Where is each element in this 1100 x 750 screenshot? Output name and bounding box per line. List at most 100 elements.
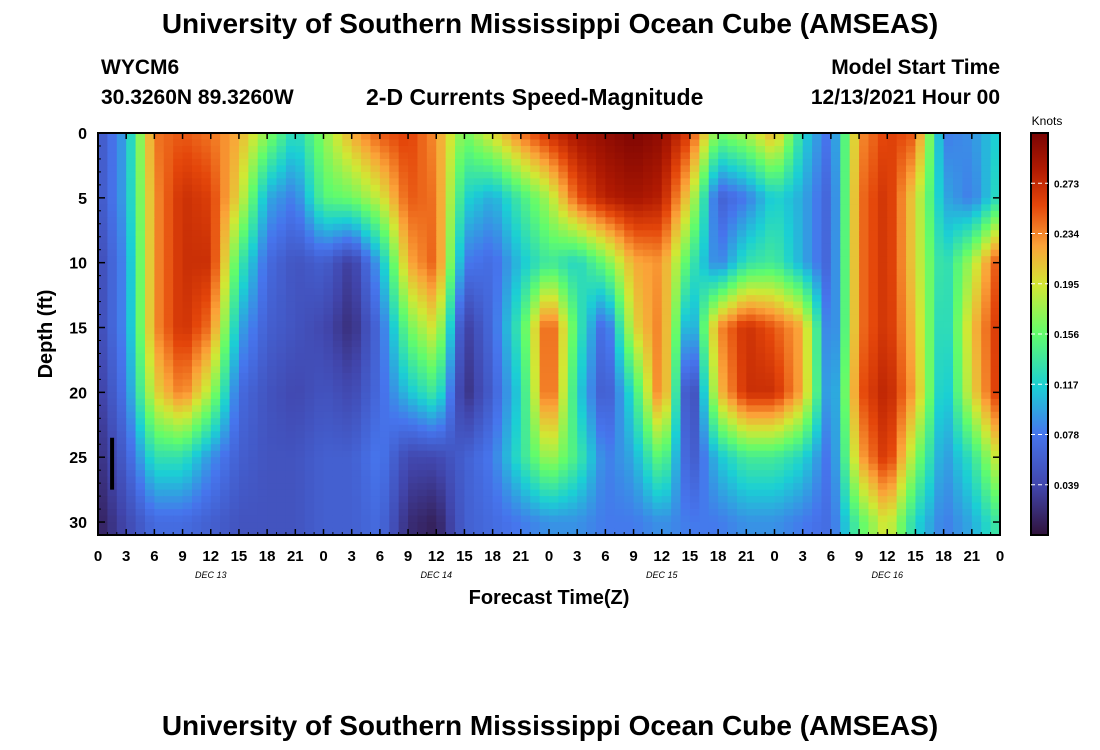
heatmap-cell <box>126 236 137 244</box>
heatmap-cell <box>642 340 653 348</box>
heatmap-cell <box>962 353 973 361</box>
heatmap-cell <box>642 308 653 316</box>
heatmap-cell <box>238 424 249 432</box>
heatmap-cell <box>802 424 813 432</box>
heatmap-cell <box>746 223 757 231</box>
heatmap-cell <box>220 463 231 471</box>
heatmap-cell <box>953 275 964 283</box>
heatmap-cell <box>126 385 137 393</box>
heatmap-cell <box>163 282 174 290</box>
heatmap-cell <box>840 178 851 186</box>
heatmap-cell <box>906 411 917 419</box>
heatmap-cell <box>718 204 729 212</box>
heatmap-cell <box>445 262 456 270</box>
heatmap-cell <box>971 145 982 154</box>
heatmap-cell <box>549 308 559 316</box>
heatmap-cell <box>342 236 353 244</box>
heatmap-cell <box>849 295 860 303</box>
heatmap-cell <box>614 334 625 342</box>
heatmap-cell <box>539 437 550 445</box>
heatmap-cell <box>981 424 992 432</box>
heatmap-cell <box>680 288 691 296</box>
heatmap-cell <box>774 275 785 283</box>
heatmap-cell <box>520 230 531 238</box>
heatmap-cell <box>332 353 343 361</box>
heatmap-cell <box>661 431 672 439</box>
heatmap-cell <box>971 418 982 426</box>
heatmap-cell <box>98 230 108 238</box>
heatmap-cell <box>642 217 653 225</box>
heatmap-cell <box>718 171 729 179</box>
heatmap-cell <box>98 256 108 264</box>
heatmap-cell <box>267 327 278 335</box>
heatmap-cell <box>877 165 888 173</box>
heatmap-cell <box>718 327 729 335</box>
heatmap-cell <box>924 295 935 303</box>
heatmap-cell <box>238 217 249 225</box>
heatmap-cell <box>549 418 559 426</box>
heatmap-cell <box>633 334 644 342</box>
heatmap-cell <box>765 327 776 335</box>
heatmap-cell <box>680 204 691 212</box>
heatmap-cell <box>107 217 118 225</box>
heatmap-cell <box>520 295 531 303</box>
heatmap-cell <box>793 379 804 387</box>
heatmap-cell <box>981 359 992 368</box>
heatmap-cell <box>417 463 428 471</box>
heatmap-cell <box>859 359 870 368</box>
heatmap-cell <box>906 308 917 316</box>
heatmap-cell <box>793 392 804 400</box>
heatmap-cell <box>708 249 719 257</box>
heatmap-cell <box>614 327 625 335</box>
heatmap-cell <box>445 249 456 257</box>
heatmap-cell <box>455 256 466 264</box>
heatmap-cell <box>379 230 390 238</box>
heatmap-cell <box>595 444 606 452</box>
heatmap-cell <box>220 301 231 309</box>
heatmap-cell <box>906 236 917 244</box>
heatmap-cell <box>323 359 334 368</box>
heatmap-cell <box>126 450 137 458</box>
heatmap-cell <box>746 385 757 393</box>
heatmap-cell <box>614 204 625 212</box>
heatmap-cell <box>953 346 964 355</box>
heatmap-cell <box>502 340 513 348</box>
heatmap-cell <box>671 398 682 406</box>
heatmap-cell <box>981 152 992 160</box>
heatmap-cell <box>473 353 484 361</box>
heatmap-cell <box>370 282 381 290</box>
heatmap-cell <box>906 282 917 290</box>
heatmap-cell <box>314 145 325 154</box>
heatmap-cell <box>389 463 400 471</box>
heatmap-cell <box>549 346 559 355</box>
heatmap-cell <box>699 392 710 400</box>
heatmap-cell <box>210 249 221 257</box>
heatmap-cell <box>492 437 503 445</box>
heatmap-cell <box>426 236 437 244</box>
heatmap-cell <box>567 236 578 244</box>
heatmap-cell <box>238 411 249 419</box>
heatmap-cell <box>229 275 240 283</box>
heatmap-cell <box>962 308 973 316</box>
heatmap-cell <box>182 178 193 186</box>
heatmap-cell <box>859 321 870 329</box>
heatmap-cell <box>182 133 193 141</box>
heatmap-cell <box>859 256 870 264</box>
heatmap-cell <box>98 457 108 465</box>
heatmap-cell <box>436 463 447 471</box>
heatmap-cell <box>887 431 898 439</box>
heatmap-cell <box>304 359 315 368</box>
heatmap-cell <box>661 145 672 154</box>
heatmap-cell <box>906 398 917 406</box>
heatmap-cell <box>530 249 541 257</box>
heatmap-cell <box>755 165 766 173</box>
heatmap-cell <box>210 158 221 167</box>
heatmap-cell <box>896 457 907 465</box>
heatmap-cell <box>577 288 588 296</box>
heatmap-cell <box>765 444 776 452</box>
heatmap-cell <box>398 314 409 322</box>
heatmap-cell <box>502 431 513 439</box>
heatmap-cell <box>389 249 400 257</box>
heatmap-cell <box>417 145 428 154</box>
heatmap-cell <box>868 178 879 186</box>
